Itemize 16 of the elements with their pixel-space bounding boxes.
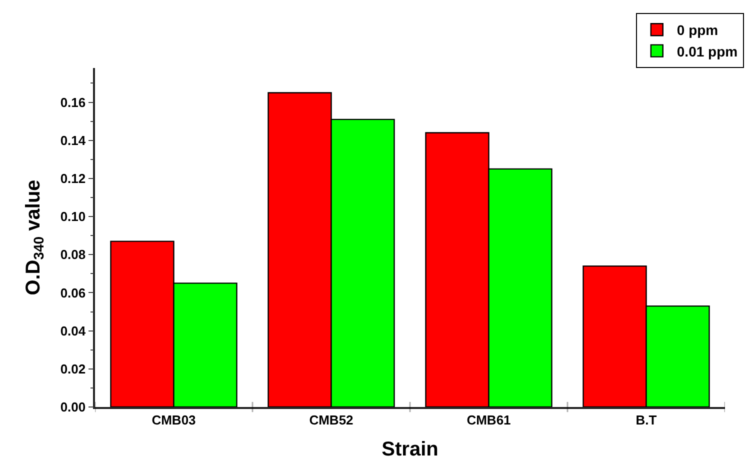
x-tick-label: CMB03 bbox=[152, 412, 196, 428]
y-tick-label: 0.04 bbox=[60, 323, 86, 338]
y-tick-label: 0.06 bbox=[60, 285, 86, 300]
x-tick-label: B.T bbox=[636, 412, 657, 428]
y-tick-label: 0.10 bbox=[60, 209, 86, 224]
legend-label: 0 ppm bbox=[676, 22, 718, 38]
x-axis-title: Strain bbox=[382, 438, 438, 460]
y-tick-label: 0.12 bbox=[60, 171, 86, 186]
y-tick-label: 0.14 bbox=[60, 132, 86, 148]
y-tick-label: 0.16 bbox=[60, 94, 86, 110]
y-tick-label: 0.02 bbox=[60, 361, 86, 376]
x-tick-label: CMB61 bbox=[466, 412, 511, 428]
legend-label: 0.01 ppm bbox=[676, 43, 738, 60]
y-tick-label: 0.00 bbox=[60, 400, 86, 415]
x-tick-label: CMB52 bbox=[309, 412, 354, 428]
y-tick-label: 0.08 bbox=[60, 247, 86, 262]
